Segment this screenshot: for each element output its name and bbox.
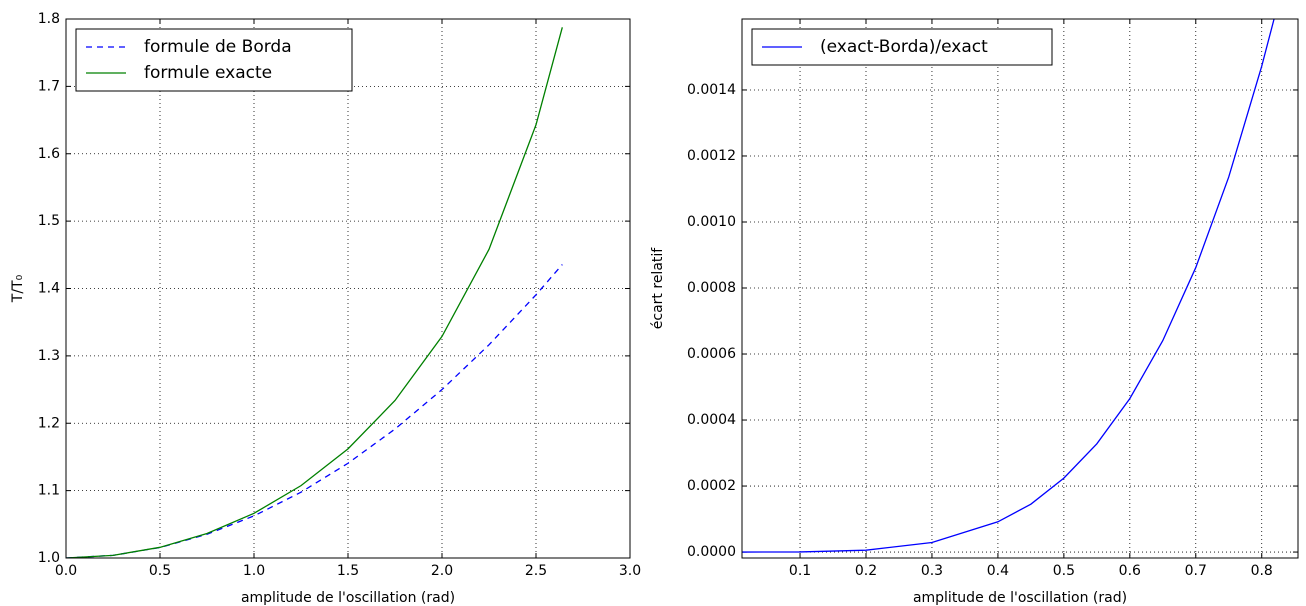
y-tick-label: 0.0004 bbox=[687, 412, 736, 428]
y-tick-label: 0.0010 bbox=[687, 214, 736, 230]
legend-label: formule de Borda bbox=[144, 37, 292, 57]
x-tick-label: 0.6 bbox=[1119, 563, 1141, 579]
y-tick-label: 1.8 bbox=[38, 11, 60, 27]
x-tick-label: 0.5 bbox=[1053, 563, 1075, 579]
legend: formule de Borda formule exacte bbox=[75, 28, 353, 92]
legend-frame bbox=[75, 28, 353, 92]
y-axis-label: T/T₀ bbox=[10, 274, 26, 303]
x-tick-label: 0.5 bbox=[149, 563, 171, 579]
x-tick-label: 1.5 bbox=[337, 563, 359, 579]
y-tick-label: 1.3 bbox=[38, 348, 60, 364]
x-tick-label: 0.2 bbox=[855, 563, 877, 579]
x-tick-label: 0.0 bbox=[55, 563, 77, 579]
x-tick-label: 0.3 bbox=[921, 563, 943, 579]
series-line bbox=[66, 27, 563, 558]
y-tick-label: 0.0012 bbox=[687, 148, 736, 164]
y-tick-label: 0.0002 bbox=[687, 478, 736, 494]
y-tick-label: 1.6 bbox=[38, 146, 60, 162]
y-tick-label: 0.0000 bbox=[687, 544, 736, 560]
x-tick-label: 0.4 bbox=[987, 563, 1009, 579]
y-tick-label: 0.0014 bbox=[687, 82, 736, 98]
plot-frame bbox=[741, 18, 1299, 559]
y-tick-label: 1.5 bbox=[38, 213, 60, 229]
x-tick-label: 0.7 bbox=[1185, 563, 1207, 579]
legend-label: formule exacte bbox=[144, 63, 272, 83]
x-tick-label: 1.0 bbox=[243, 563, 265, 579]
plot: 0.0 0.5 1.0 1.5 2.0 2.5 3.0 1.0 1.1 1.2 1.3 1.4 1.5 1… bbox=[10, 11, 641, 606]
x-axis-label: amplitude de l'oscillation (rad) bbox=[913, 590, 1127, 606]
y-axis-label: écart relatif bbox=[650, 247, 666, 329]
y-tick-label: 1.1 bbox=[38, 483, 60, 499]
legend: (exact-Borda)/exact bbox=[751, 28, 1053, 66]
x-axis-label: amplitude de l'oscillation (rad) bbox=[241, 590, 455, 606]
plot-frame bbox=[65, 18, 631, 559]
x-tick-label: 0.8 bbox=[1251, 563, 1273, 579]
y-tick-label: 1.2 bbox=[38, 415, 60, 431]
series-line bbox=[66, 264, 563, 558]
x-tick-label: 3.0 bbox=[619, 563, 641, 579]
x-tick-label: 0.1 bbox=[789, 563, 811, 579]
y-tick-label: 1.7 bbox=[38, 78, 60, 94]
series-line bbox=[742, 19, 1275, 553]
y-tick-label: 0.0008 bbox=[687, 280, 736, 296]
y-tick-label: 1.4 bbox=[38, 281, 60, 297]
legend-label: (exact-Borda)/exact bbox=[820, 37, 988, 57]
y-tick-label: 0.0006 bbox=[687, 346, 736, 362]
y-tick-label: 1.0 bbox=[38, 550, 60, 566]
x-tick-label: 2.5 bbox=[525, 563, 547, 579]
x-tick-label: 2.0 bbox=[431, 563, 453, 579]
plot: 0.1 0.2 0.3 0.4 0.5 0.6 0.7 0.8 0.0000 0.0002 0.00… bbox=[650, 18, 1299, 606]
